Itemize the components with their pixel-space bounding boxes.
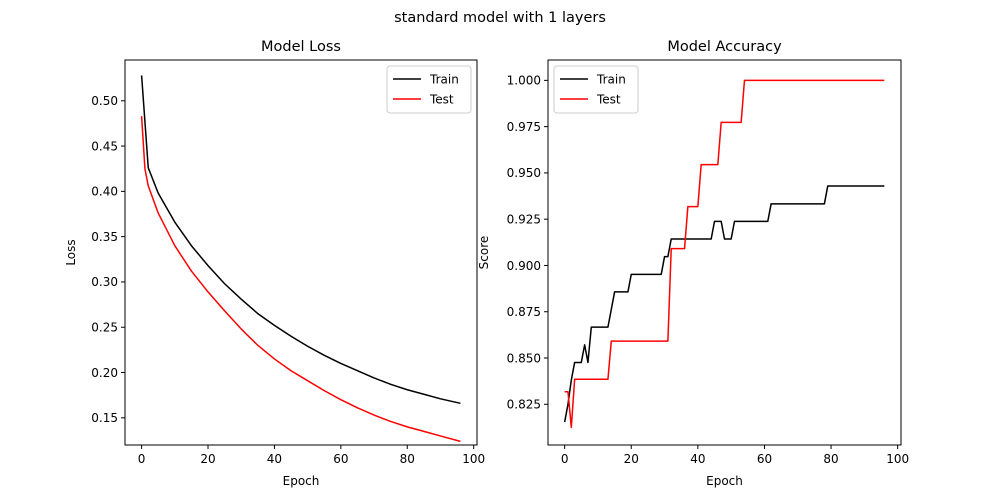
loss-legend-label-test: Test: [429, 92, 454, 106]
accuracy-y-tick-label: 0.900: [507, 259, 541, 273]
accuracy-chart: Model Accuracy 0 20 40 60 80 100 0.825 0.850 0.87…: [477, 39, 909, 488]
loss-x-axis-label: Epoch: [283, 474, 320, 488]
loss-y-tick-label: 0.50: [91, 94, 118, 108]
loss-y-tick-label: 0.45: [91, 139, 118, 153]
loss-legend-box: [386, 65, 472, 114]
accuracy-y-tick-label: 0.975: [507, 120, 541, 134]
accuracy-y-tick-label: 0.850: [507, 351, 541, 365]
loss-x-tick-label: 0: [138, 452, 146, 466]
accuracy-x-tick-label: 0: [561, 452, 569, 466]
accuracy-y-tick-label: 0.925: [507, 212, 541, 226]
accuracy-chart-title: Model Accuracy: [667, 39, 782, 55]
loss-x-tick-label: 80: [400, 452, 415, 466]
accuracy-y-tick-label: 1.000: [507, 74, 541, 88]
accuracy-legend-label-train: Train: [596, 72, 626, 86]
loss-plot-frame: [124, 59, 478, 446]
loss-legend: Train Test: [386, 65, 472, 114]
loss-x-tick-label: 60: [333, 452, 348, 466]
loss-y-tick-label: 0.15: [91, 411, 118, 425]
accuracy-y-tick-label: 0.950: [507, 166, 541, 180]
loss-y-tick-label: 0.40: [91, 185, 118, 199]
figure-suptitle: standard model with 1 layers: [394, 10, 606, 26]
accuracy-x-tick-label: 100: [886, 452, 909, 466]
loss-y-axis-label: Loss: [64, 239, 78, 265]
accuracy-plot-frame: [547, 59, 902, 446]
loss-x-tick-label: 40: [267, 452, 282, 466]
accuracy-y-tick-label: 0.825: [507, 398, 541, 412]
accuracy-x-tick-label: 80: [823, 452, 838, 466]
loss-y-tick-label: 0.20: [91, 366, 118, 380]
accuracy-legend: Train Test: [553, 65, 639, 114]
loss-y-tick-label: 0.25: [91, 321, 118, 335]
loss-x-tick-label: 100: [462, 452, 485, 466]
loss-chart-title: Model Loss: [261, 39, 341, 55]
loss-series-test-line: [140, 116, 461, 443]
accuracy-x-tick-label: 60: [757, 452, 772, 466]
accuracy-x-tick-label: 40: [690, 452, 705, 466]
accuracy-series-test-line: [564, 79, 885, 429]
loss-chart: Model Loss 0 20 40 60 80 100 0.15 0.20 0.25 0.30 0.…: [64, 39, 485, 488]
loss-series-train-line: [140, 75, 461, 405]
accuracy-legend-box: [553, 65, 639, 114]
loss-y-tick-label: 0.35: [91, 230, 118, 244]
accuracy-series-train-line: [563, 185, 885, 423]
loss-y-tick-label: 0.30: [91, 275, 118, 289]
accuracy-x-axis-label: Epoch: [706, 474, 743, 488]
loss-legend-label-train: Train: [429, 72, 459, 86]
accuracy-y-tick-label: 0.875: [507, 305, 541, 319]
accuracy-y-axis-label: Score: [477, 236, 491, 270]
loss-x-tick-label: 20: [200, 452, 215, 466]
accuracy-x-tick-label: 20: [624, 452, 639, 466]
accuracy-legend-label-test: Test: [596, 92, 621, 106]
